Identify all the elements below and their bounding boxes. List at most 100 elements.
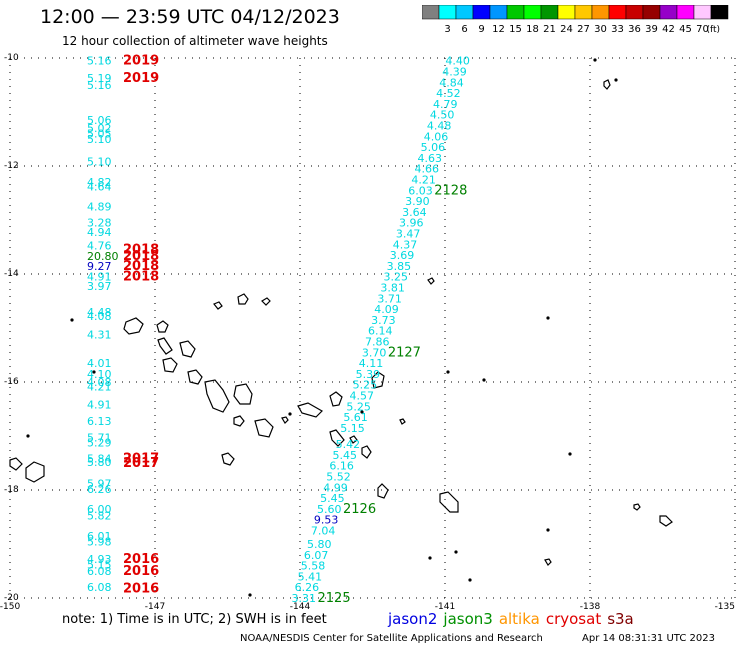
island-dot: [454, 550, 458, 554]
island: [399, 418, 406, 425]
lat-lon-grid: -10 -12 -14 -16 -18 -20-150 -147 -144 -141 -138 -1…: [0, 53, 736, 612]
map-title: 12:00 — 23:59 UTC 04/12/2023: [40, 6, 340, 28]
swh-value: 6.26: [87, 483, 112, 496]
island: [9, 457, 23, 471]
swh-value: 6.03: [408, 184, 433, 197]
swh-value: 5.61: [343, 411, 368, 424]
swh-value: 3.31: [292, 592, 317, 605]
swh-value: 4.66: [414, 163, 439, 176]
swh-value: 3.73: [371, 314, 396, 327]
agency-credit: NOAA/NESDIS Center for Satellite Applica…: [240, 633, 543, 644]
swh-value: 6.07: [304, 549, 329, 562]
swh-value: 5.80: [307, 538, 332, 551]
legend-label: 45: [679, 24, 692, 35]
swh-value: 3.25: [384, 271, 409, 284]
island: [329, 391, 343, 407]
island: [204, 379, 230, 413]
swh-value: 9.27: [87, 260, 112, 273]
swh-value: 5.39: [356, 368, 381, 381]
pass-number: 2017: [123, 452, 159, 467]
swh-value: 5.52: [326, 471, 351, 484]
island: [179, 340, 196, 358]
swh-value: 3.90: [405, 195, 430, 208]
swh-value: 6.14: [368, 325, 393, 338]
lon-label: -141: [435, 602, 455, 612]
swh-value: 6.13: [87, 415, 112, 428]
swh-value: 4.89: [87, 201, 112, 214]
swh-value: 3.85: [387, 260, 412, 273]
island: [544, 558, 552, 566]
legend-label: 24: [560, 24, 573, 35]
swh-value: 4.57: [350, 390, 375, 403]
footnote: note: 1) Time is in UTC; 2) SWH is in fe…: [62, 612, 327, 627]
satellite-s3a: s3a: [607, 610, 634, 628]
legend-swatch: [710, 5, 729, 20]
swh-value: 5.25: [353, 379, 378, 392]
island-dot: [446, 370, 450, 374]
pass-number: 2128: [434, 183, 467, 198]
island: [187, 369, 203, 385]
lon-label: -135: [715, 602, 735, 612]
lat-label: -12: [4, 161, 19, 171]
swh-value: 6.01: [87, 530, 112, 543]
legend-label: 70: [696, 24, 709, 35]
swh-value: 4.50: [430, 109, 455, 122]
island-dot: [468, 578, 472, 582]
swh-value: 5.41: [298, 570, 323, 583]
island: [633, 503, 641, 511]
island: [349, 435, 358, 444]
pass-number: 2125: [318, 591, 351, 606]
lon-label: -150: [0, 602, 20, 612]
swh-value: 5.98: [87, 535, 112, 548]
island: [261, 297, 271, 306]
pass-number: 2127: [388, 345, 421, 360]
swh-value: 3.69: [390, 249, 415, 262]
lon-label: -147: [145, 602, 165, 612]
swh-value: 3.81: [380, 282, 405, 295]
swh-value: 4.91: [87, 399, 112, 412]
swh-value: 4.21: [411, 174, 436, 187]
swh-value: 3.70: [362, 346, 387, 359]
pass-number: 2126: [343, 502, 376, 517]
swh-value: 5.45: [320, 492, 345, 505]
swh-value: 4.63: [418, 152, 443, 165]
swh-value: 4.52: [436, 87, 461, 100]
swh-value: 5.97: [87, 478, 112, 491]
legend-label: 18: [526, 24, 539, 35]
swh-value: 5.60: [317, 503, 342, 516]
island: [427, 277, 435, 285]
swh-value: 5.10: [87, 156, 112, 169]
swh-value: 4.08: [87, 376, 112, 389]
swh-value: 3.47: [396, 228, 421, 241]
lat-label: -16: [4, 377, 19, 387]
swh-value: 7.86: [365, 336, 390, 349]
island: [157, 337, 173, 355]
island: [162, 357, 178, 373]
swh-value: 6.16: [329, 460, 354, 473]
island: [281, 416, 289, 424]
swh-value: 5.15: [340, 422, 365, 435]
swh-value: 4.11: [359, 357, 384, 370]
wave-height-color-legend: 3 6 9 12 15 18 21 24 27 30 33 36 39 42 45 70(ft): [422, 5, 729, 35]
swh-value: 4.91: [87, 271, 112, 284]
swh-value: 5.25: [346, 400, 371, 413]
island: [659, 515, 673, 527]
lat-label: -20: [4, 593, 19, 603]
swh-value: 4.79: [433, 98, 458, 111]
swh-value: 4.21: [87, 380, 112, 393]
legend-label: 6: [461, 24, 467, 35]
legend-label: 42: [662, 24, 675, 35]
island: [233, 415, 245, 427]
island-dot: [482, 378, 486, 382]
island-dot: [546, 316, 550, 320]
pass-number: 2018: [123, 249, 159, 264]
swh-value: 4.06: [424, 130, 449, 143]
island-dot: [288, 412, 292, 416]
pass-number: 2016: [123, 564, 159, 579]
swh-value: 4.76: [87, 239, 112, 252]
swh-value: 3.28: [87, 217, 112, 230]
swh-value: 4.08: [87, 310, 112, 323]
island-dots: [26, 58, 618, 597]
swh-value: 5.29: [87, 436, 112, 449]
